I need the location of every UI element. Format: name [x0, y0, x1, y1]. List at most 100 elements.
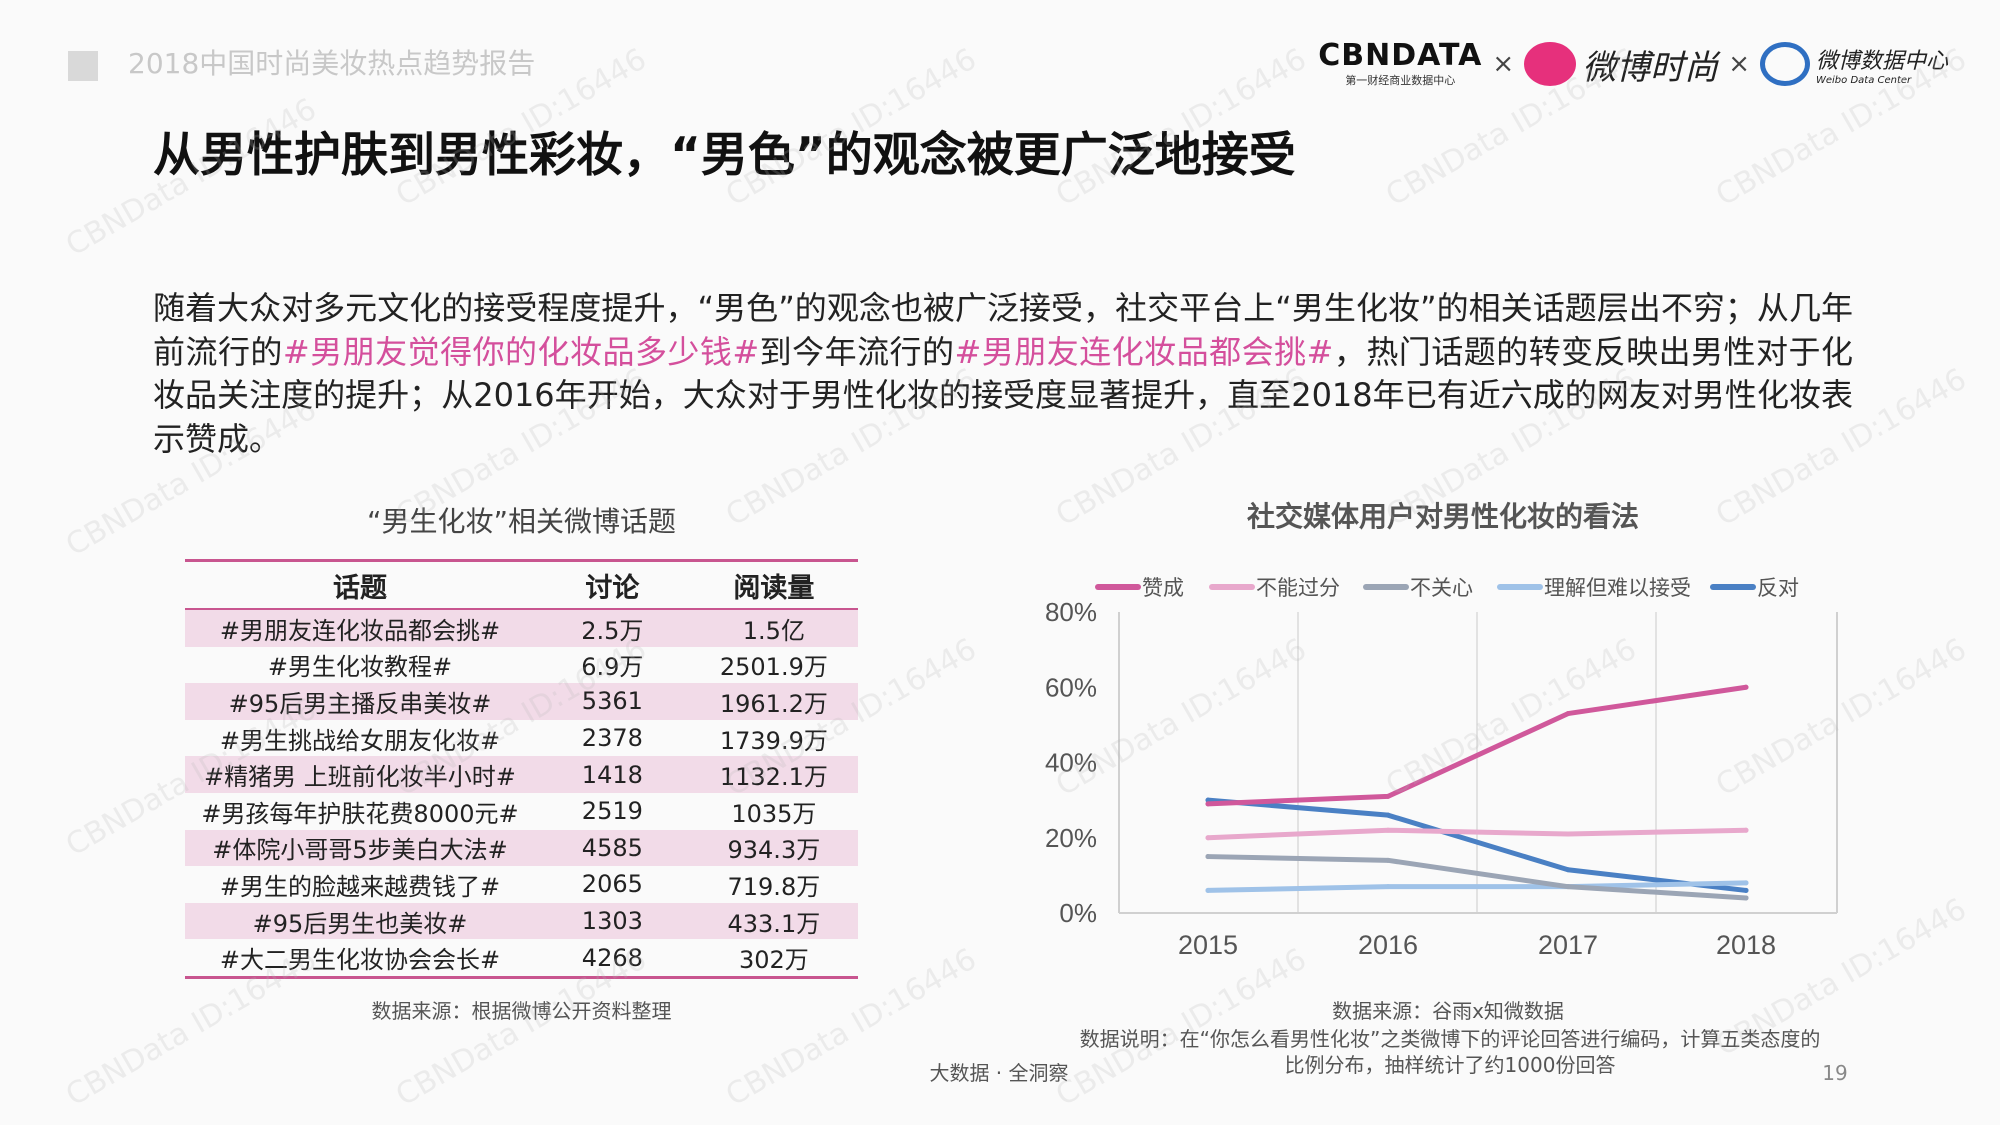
paragraph-segment: 到今年流行的	[759, 332, 955, 371]
data-point	[1385, 812, 1391, 818]
discussion-cell: 6.9万	[581, 653, 644, 682]
data-point	[1743, 827, 1749, 833]
cbndata-logo: CBNDATA 第一财经商业数据中心	[1318, 38, 1483, 88]
reads-cell: 1132.1万	[689, 756, 858, 793]
partner-logos: CBNDATA 第一财经商业数据中心 × 微博时尚 × 微博数据中心 Weibo…	[1318, 34, 1948, 94]
paragraph-segment: ，热门话题的转变反映出男性对于化妆品关注度的提升；从2016年开始，大众对于男性…	[153, 332, 1853, 458]
y-tick-label: 80%	[1045, 597, 1097, 627]
weibo-topics-table: 话题 讨论 阅读量 #男朋友连化妆品都会挑# 2.5万 1.5亿 #男生化妆教程# 6.…	[185, 559, 858, 979]
data-point	[1385, 884, 1391, 890]
table-source: 数据来源：根据微博公开资料整理	[371, 999, 672, 1023]
weibo-data-icon	[1759, 42, 1810, 86]
topic-cell: #男生挑战给女朋友化妆#	[219, 726, 501, 755]
reads-cell: 934.3万	[689, 829, 858, 867]
reads-cell: 719.8万	[727, 872, 821, 901]
data-point	[1565, 867, 1571, 873]
discussion-cell: 2378	[581, 724, 643, 753]
discussion-cell: 5361	[534, 683, 690, 720]
x-tick-label: 2015	[1178, 930, 1238, 960]
report-title: 2018中国时尚美妆热点趋势报告	[128, 47, 536, 80]
separator: ×	[1492, 49, 1515, 79]
data-point	[1205, 887, 1211, 893]
table-row: #男生化妆教程# 6.9万 2501.9万	[185, 647, 858, 684]
discussion-cell: 2065	[581, 870, 643, 899]
reads-cell: 1961.2万	[689, 683, 858, 720]
x-tick-label: 2017	[1538, 930, 1598, 960]
x-tick-label: 2018	[1716, 930, 1776, 960]
table-row: #男朋友连化妆品都会挑# 2.5万 1.5亿	[185, 609, 858, 647]
series-line-理解但难以接受	[1205, 880, 1749, 893]
column-header-discussion: 讨论	[534, 559, 690, 610]
topic-cell: #95后男主播反串美妆#	[185, 683, 535, 720]
data-point	[1205, 854, 1211, 860]
reads-cell: 433.1万	[689, 902, 858, 940]
x-tick-label: 2016	[1358, 930, 1418, 960]
series-line-反对	[1205, 797, 1749, 893]
footer-slogan: 大数据 · 全洞察	[929, 1061, 1069, 1085]
section-marker	[68, 51, 98, 81]
table-row: #95后男主播反串美妆# 5361 1961.2万	[185, 683, 858, 720]
hashtag-highlight: #男朋友连化妆品都会挑#	[954, 332, 1334, 371]
data-point	[1385, 793, 1391, 799]
column-header-reads: 阅读量	[689, 559, 858, 610]
topic-cell: #男生的脸越来越费钱了#	[219, 872, 501, 901]
page-number: 19	[1822, 1061, 1848, 1085]
chart-source: 数据来源：谷雨x知微数据	[1332, 999, 1564, 1023]
discussion-cell: 2519	[581, 797, 643, 826]
topic-cell: #男朋友连化妆品都会挑#	[185, 609, 535, 647]
topic-cell: #大二男生化妆协会会长#	[185, 939, 535, 979]
table-row: #体院小哥哥5步美白大法# 4585 934.3万	[185, 829, 858, 867]
data-point	[1565, 884, 1571, 890]
y-tick-label: 0%	[1059, 898, 1097, 928]
data-point	[1385, 827, 1391, 833]
legend-label: 理解但难以接受	[1544, 576, 1691, 600]
table-title: “男生化妆”相关微博话题	[366, 505, 676, 538]
y-tick-label: 40%	[1045, 748, 1097, 778]
table-row: #95后男生也美妆# 1303 433.1万	[185, 902, 858, 940]
summary-paragraph: 随着大众对多元文化的接受程度提升，“男色”的观念也被广泛接受，社交平台上“男生化…	[153, 287, 1853, 461]
topic-cell: #男生化妆教程#	[267, 653, 453, 682]
discussion-cell: 1418	[534, 756, 690, 793]
data-point	[1205, 801, 1211, 807]
table-row: #男孩每年护肤花费8000元# 2519 1035万	[185, 793, 858, 830]
data-point	[1743, 684, 1749, 690]
table-row: #精猪男 上班前化妆半小时# 1418 1132.1万	[185, 756, 858, 793]
table-row: #男生的脸越来越费钱了# 2065 719.8万	[185, 866, 858, 903]
separator: ×	[1728, 49, 1750, 79]
weibo-data-logo: 微博数据中心 Weibo Data Center	[1759, 42, 1948, 86]
paragraph-segment: 随着大众对多元文化的接受程度提升，“男色”的观念也被广泛接受，社交平台上“男生化…	[153, 289, 1853, 371]
topic-cell: #体院小哥哥5步美白大法#	[185, 829, 535, 867]
legend-label: 赞成	[1142, 576, 1184, 600]
discussion-cell: 4585	[534, 829, 690, 867]
data-point	[1205, 835, 1211, 841]
table-row: #大二男生化妆协会会长# 4268 302万	[185, 939, 858, 979]
series-line-不关心	[1205, 854, 1749, 901]
reads-cell: 2501.9万	[719, 653, 828, 682]
weibo-fashion-icon	[1524, 42, 1577, 86]
discussion-cell: 1303	[534, 902, 690, 940]
chart-title: 社交媒体用户对男性化妆的看法	[1246, 500, 1639, 533]
data-point	[1743, 895, 1749, 901]
topic-cell: #精猪男 上班前化妆半小时#	[185, 756, 535, 793]
data-point	[1565, 831, 1571, 837]
y-tick-label: 20%	[1045, 823, 1097, 853]
data-point	[1385, 857, 1391, 863]
topic-cell: #男孩每年护肤花费8000元#	[201, 799, 519, 828]
discussion-cell: 2.5万	[534, 609, 690, 647]
legend-label: 反对	[1757, 576, 1799, 600]
chart-note: 数据说明：在“你怎么看男性化妆”之类微博下的评论回答进行编码，计算五类态度的	[1079, 1027, 1821, 1051]
column-header-topic: 话题	[185, 559, 535, 610]
reads-cell: 1739.9万	[719, 726, 828, 755]
reads-cell: 302万	[689, 939, 858, 979]
legend-label: 不关心	[1410, 576, 1473, 600]
topic-cell: #95后男生也美妆#	[185, 902, 535, 940]
data-point	[1743, 880, 1749, 886]
data-point	[1565, 711, 1571, 717]
page-title: 从男性护肤到男性彩妆，“男色”的观念被更广泛地接受	[153, 128, 1296, 183]
hashtag-highlight: #男朋友觉得你的化妆品多少钱#	[282, 332, 760, 371]
reads-cell: 1035万	[731, 799, 817, 828]
chart-note: 比例分布，抽样统计了约1000份回答	[1284, 1053, 1616, 1077]
reads-cell: 1.5亿	[689, 609, 858, 647]
data-point	[1743, 887, 1749, 893]
